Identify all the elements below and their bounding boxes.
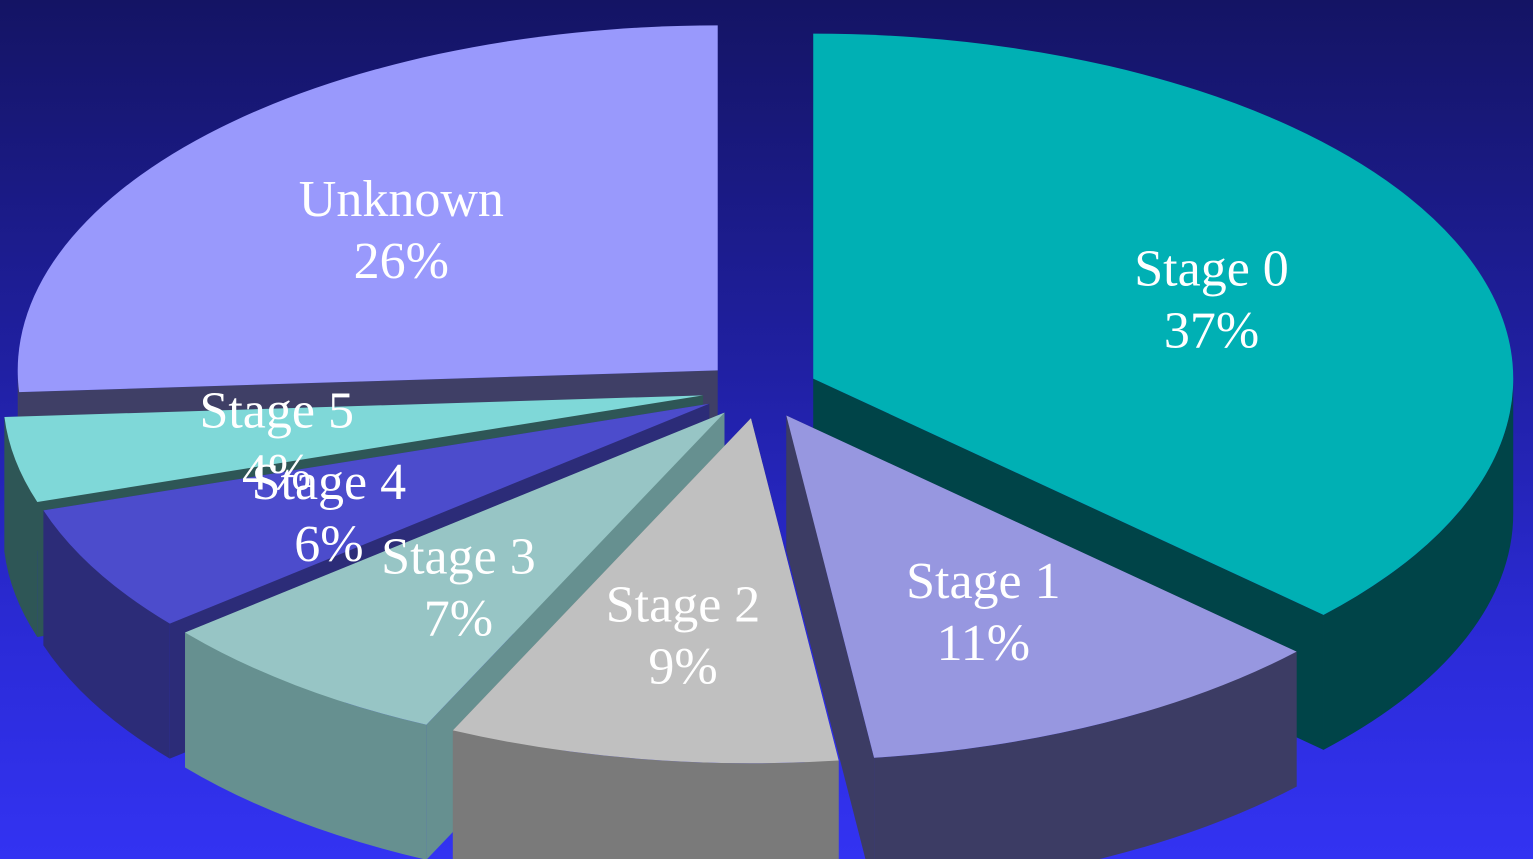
pie-slice-side-stage-4 bbox=[43, 510, 170, 759]
slice-label-stage-5: Stage 5 bbox=[199, 382, 354, 439]
pie-slice-stage-2 bbox=[452, 418, 839, 764]
pie-slice-unknown bbox=[17, 25, 718, 393]
pie-slice-sides bbox=[4, 25, 1514, 859]
pie-slice-stage-4 bbox=[43, 403, 710, 624]
slice-value-stage-5: 4% bbox=[242, 444, 311, 501]
pie-slice-wall-stage-1 bbox=[786, 415, 875, 859]
pie-slice-stage-1 bbox=[786, 415, 1297, 758]
slice-value-stage-2: 9% bbox=[648, 639, 717, 696]
slice-label-stage-4: Stage 4 bbox=[252, 454, 407, 511]
slice-label-unknown: Unknown bbox=[299, 171, 504, 228]
slice-value-unknown: 26% bbox=[354, 233, 449, 290]
pie-data-labels: Stage 037% Stage 111% Stage 29% Stage 37% St… bbox=[199, 171, 1288, 695]
slice-label-stage-0: Stage 0 bbox=[1134, 241, 1289, 298]
pie-slice-side-stage-2 bbox=[452, 730, 839, 859]
pie-slice-stage-5 bbox=[4, 395, 704, 502]
pie-slice-stage-3 bbox=[185, 412, 725, 725]
slice-value-stage-0: 37% bbox=[1164, 303, 1259, 360]
pie-slice-side-stage-0 bbox=[1323, 378, 1514, 750]
pie-slice-side-stage-5 bbox=[4, 417, 38, 637]
slice-label-stage-2: Stage 2 bbox=[606, 577, 761, 634]
slice-label-stage-1: Stage 1 bbox=[906, 553, 1061, 610]
slice-value-stage-3: 7% bbox=[424, 591, 493, 648]
slice-label-stage-3: Stage 3 bbox=[381, 529, 536, 586]
pie-slice-side-stage-3 bbox=[185, 632, 427, 859]
slice-value-stage-4: 6% bbox=[294, 516, 363, 573]
pie-slice-side-stage-1 bbox=[874, 651, 1297, 859]
pie-slice-stage-0 bbox=[813, 33, 1514, 615]
slice-value-stage-1: 11% bbox=[937, 615, 1030, 672]
